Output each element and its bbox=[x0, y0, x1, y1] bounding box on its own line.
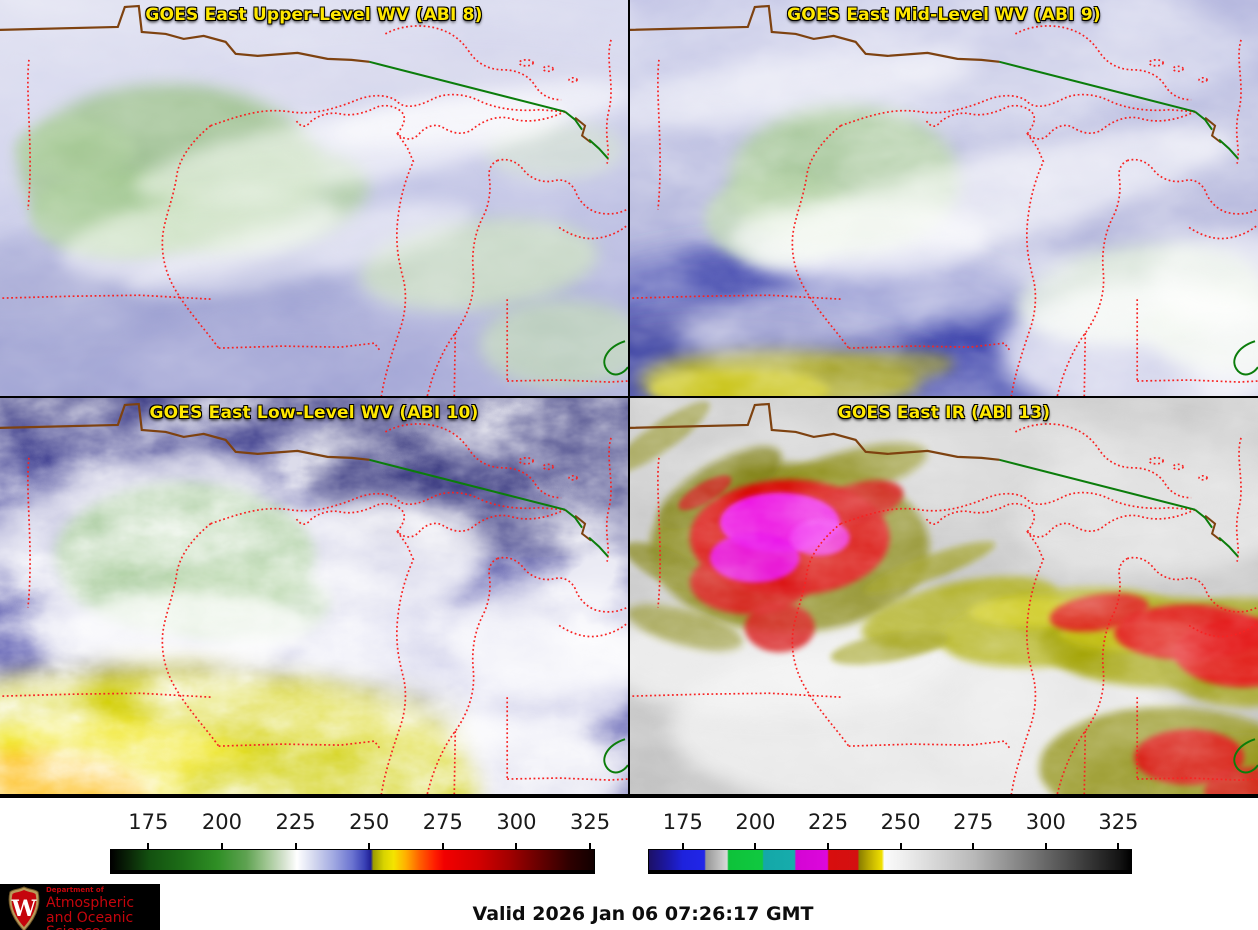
tick-mark bbox=[754, 843, 757, 849]
tick-label: 200 bbox=[201, 810, 242, 834]
colorbar-wv: 175 200 225 250 275 300 325 bbox=[110, 798, 610, 930]
colorbar-wv-gradient bbox=[110, 849, 595, 874]
tick-mark bbox=[827, 843, 830, 849]
tick-mark bbox=[368, 843, 371, 849]
tick-label: 175 bbox=[128, 810, 169, 834]
uw-monogram: W bbox=[11, 896, 37, 922]
panel-mid-level-wv: GOES East Mid-Level WV (ABI 9) bbox=[630, 0, 1258, 396]
uw-aos-logo: W Department of Atmospheric and Oceanic … bbox=[0, 884, 160, 930]
logo-text: Department of Atmospheric and Oceanic Sc… bbox=[46, 887, 160, 930]
colorbar-ir-gradient bbox=[648, 849, 1132, 874]
uw-crest-icon: W bbox=[8, 886, 40, 930]
tick-mark bbox=[147, 843, 150, 849]
colorbar-ir-ticks bbox=[648, 843, 1130, 849]
satellite-image-abi10 bbox=[0, 398, 628, 794]
tick-mark bbox=[1117, 843, 1120, 849]
tick-mark bbox=[681, 843, 684, 849]
tick-label: 200 bbox=[735, 810, 776, 834]
tick-mark bbox=[972, 843, 975, 849]
tick-mark bbox=[294, 843, 297, 849]
tick-mark bbox=[515, 843, 518, 849]
valid-time-label: Valid 2026 Jan 06 07:26:17 GMT bbox=[472, 903, 814, 925]
tick-mark bbox=[589, 843, 592, 849]
colorbar-wv-labels: 175 200 225 250 275 300 325 bbox=[110, 810, 610, 836]
panel-upper-level-wv: GOES East Upper-Level WV (ABI 8) bbox=[0, 0, 628, 396]
satellite-image-abi13 bbox=[630, 398, 1258, 794]
logo-line1: Atmospheric bbox=[46, 895, 135, 911]
colorbar-ir: 175 200 225 250 275 300 325 bbox=[648, 798, 1139, 930]
logo-dept: Department of bbox=[46, 886, 104, 894]
colorbar-wv-ticks bbox=[110, 843, 593, 849]
satellite-image-abi8 bbox=[0, 0, 628, 396]
tick-label: 250 bbox=[349, 810, 390, 834]
logo-line2: and Oceanic Sciences bbox=[46, 910, 134, 930]
tick-label: 225 bbox=[275, 810, 316, 834]
colorbar-ir-labels: 175 200 225 250 275 300 325 bbox=[648, 810, 1139, 836]
tick-label: 250 bbox=[880, 810, 921, 834]
panel-low-level-wv: GOES East Low-Level WV (ABI 10) bbox=[0, 398, 628, 794]
tick-label: 275 bbox=[953, 810, 994, 834]
tick-label: 275 bbox=[422, 810, 463, 834]
tick-mark bbox=[220, 843, 223, 849]
tick-mark bbox=[899, 843, 902, 849]
tick-label: 225 bbox=[807, 810, 849, 834]
tick-label: 300 bbox=[1025, 810, 1066, 834]
panel-ir: GOES East IR (ABI 13) bbox=[630, 398, 1258, 794]
tick-label: 300 bbox=[496, 810, 537, 834]
satellite-image-abi9 bbox=[630, 0, 1258, 396]
tick-label: 325 bbox=[570, 810, 611, 834]
tick-mark bbox=[1044, 843, 1047, 849]
tick-label: 325 bbox=[1098, 810, 1139, 834]
tick-mark bbox=[441, 843, 444, 849]
tick-label: 175 bbox=[662, 810, 703, 834]
footer-strip: 175 200 225 250 275 300 325 175 200 225 250 275 300… bbox=[0, 794, 1258, 930]
